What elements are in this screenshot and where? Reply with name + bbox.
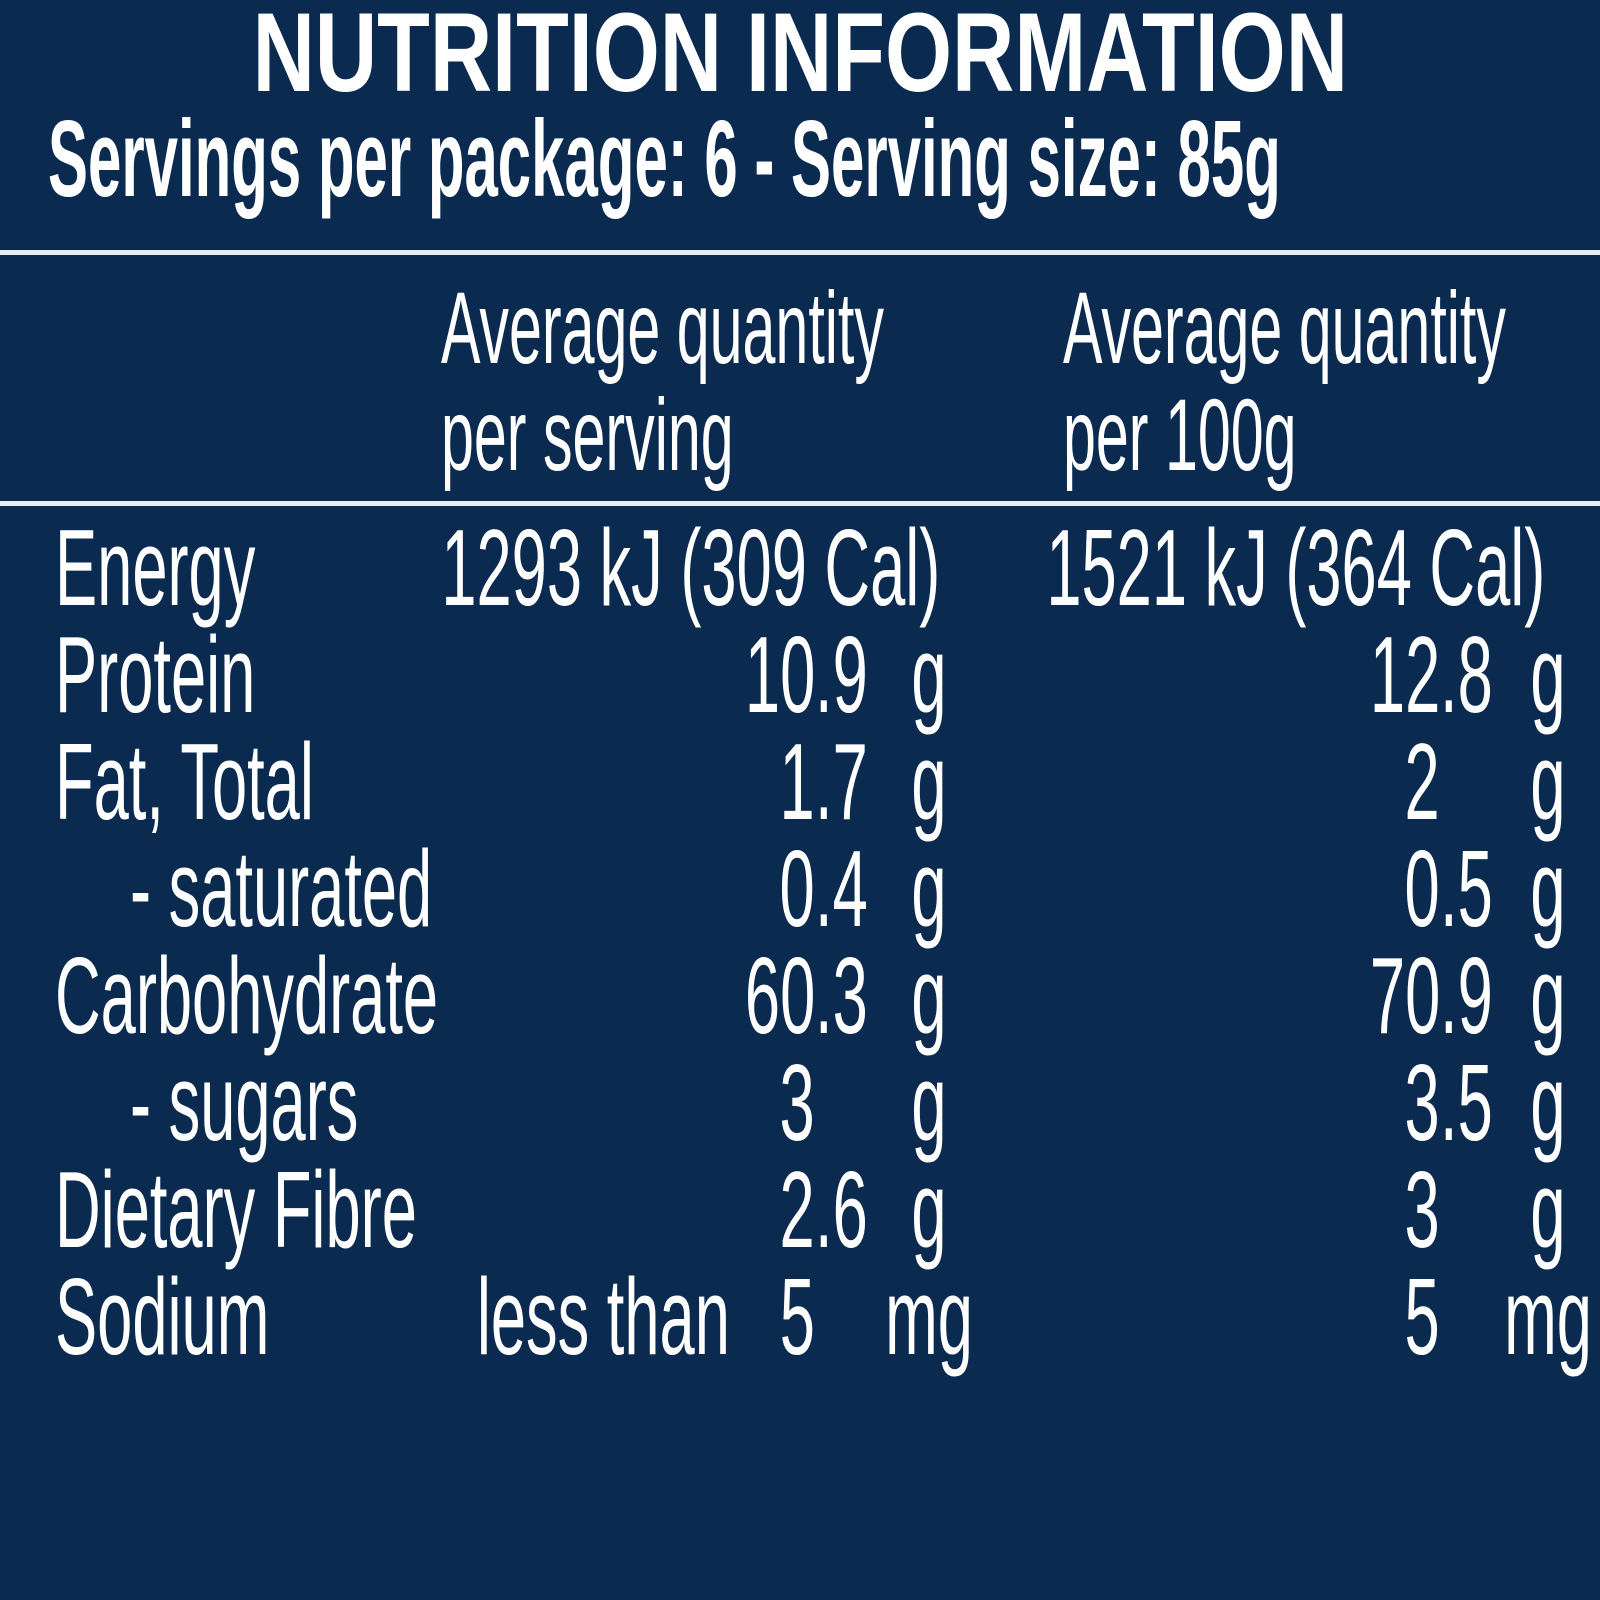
per-100g-unit: g	[1529, 1042, 1566, 1164]
per-serving-unit: g	[911, 721, 947, 843]
per-serving-value: 2	[779, 1149, 815, 1271]
table-row-sodium: Sodium less than 5 mg 5 mg	[55, 1256, 1600, 1378]
servings-line-text: Servings per package: 6 - Serving size: …	[48, 98, 1281, 220]
per-100g-decimal: .8	[1440, 614, 1493, 736]
per-100g-unit: g	[1529, 828, 1566, 950]
per-100g-value: 0	[1404, 828, 1440, 950]
per-serving-unit: mg	[885, 1256, 973, 1378]
per-serving-decimal: .7	[815, 721, 868, 843]
per-serving-value-group: less than 5	[477, 1263, 815, 1372]
per-100g-unit: g	[1529, 935, 1566, 1057]
per-serving-unit: g	[911, 614, 947, 736]
per-serving-unit: g	[911, 935, 947, 1057]
per-serving-unit: g	[911, 1149, 947, 1271]
nutrient-label: Energy	[55, 507, 256, 629]
nutrient-label: Protein	[55, 614, 256, 736]
per-100g-value: 3	[1404, 1042, 1440, 1164]
nutrition-table: Energy 1293 kJ (309 Cal) 1521 kJ (364 Ca…	[0, 507, 1600, 1378]
nutrient-label: - saturated	[130, 828, 433, 950]
per-100g-decimal: .5	[1440, 828, 1493, 950]
per-serving-decimal: .4	[815, 828, 868, 950]
column-header-line: per serving	[441, 378, 734, 492]
nutrient-label: Fat, Total	[55, 721, 314, 843]
per-serving-decimal: .9	[815, 614, 868, 736]
nutrient-label: - sugars	[130, 1042, 359, 1164]
table-row-dietary-fibre: Dietary Fibre 2 .6 g 3 g	[55, 1149, 1600, 1271]
table-row-sugars: - sugars 3 g 3 .5 g	[55, 1042, 1600, 1164]
per-100g-value: 3	[1404, 1149, 1440, 1271]
table-row-energy: Energy 1293 kJ (309 Cal) 1521 kJ (364 Ca…	[55, 507, 1600, 629]
per-100g-unit: g	[1529, 614, 1566, 736]
per-serving-value: 1293 kJ (309 Cal)	[440, 507, 940, 629]
per-serving-value: 0	[779, 828, 815, 950]
table-row-fat-total: Fat, Total 1 .7 g 2 g	[55, 721, 1600, 843]
divider-line-top	[0, 250, 1600, 255]
divider-line-middle	[0, 501, 1600, 506]
nutrient-label: Dietary Fibre	[55, 1149, 417, 1271]
per-serving-value: 60	[744, 935, 815, 1057]
per-serving-value: 3	[779, 1042, 815, 1164]
panel-title: NUTRITION INFORMATION	[0, 0, 1600, 109]
per-100g-value: 12	[1369, 614, 1440, 736]
per-100g-value: 1521 kJ (364 Cal)	[1045, 507, 1545, 629]
per-100g-unit: mg	[1503, 1256, 1592, 1378]
per-100g-unit: g	[1529, 1149, 1566, 1271]
per-100g-value: 70	[1369, 935, 1440, 1057]
per-100g-decimal: .9	[1440, 935, 1493, 1057]
per-serving-value: 1	[779, 721, 815, 843]
per-serving-qualifier: less than	[476, 1256, 730, 1378]
nutrient-label: Sodium	[55, 1256, 270, 1378]
per-serving-value: 5	[779, 1256, 815, 1378]
column-header-line: Average quantity	[1063, 271, 1506, 385]
table-row-carbohydrate: Carbohydrate 60 .3 g 70 .9 g	[55, 935, 1600, 1057]
per-100g-decimal: .5	[1440, 1042, 1493, 1164]
servings-line: Servings per package: 6 - Serving size: …	[48, 97, 1548, 222]
per-serving-unit: g	[911, 1042, 947, 1164]
column-header-line: per 100g	[1063, 378, 1297, 492]
table-row-protein: Protein 10 .9 g 12 .8 g	[55, 614, 1600, 736]
per-serving-unit: g	[911, 828, 947, 950]
per-100g-value: 5	[1404, 1256, 1440, 1378]
per-serving-decimal: .3	[815, 935, 868, 1057]
per-serving-decimal: .6	[815, 1149, 868, 1271]
panel-title-text: NUTRITION INFORMATION	[252, 0, 1348, 115]
per-serving-value: 10	[744, 614, 815, 736]
per-100g-unit: g	[1529, 721, 1566, 843]
column-header-line: Average quantity	[441, 271, 884, 385]
nutrient-label: Carbohydrate	[55, 935, 439, 1057]
table-row-saturated: - saturated 0 .4 g 0 .5 g	[55, 828, 1600, 950]
per-100g-value: 2	[1404, 721, 1440, 843]
